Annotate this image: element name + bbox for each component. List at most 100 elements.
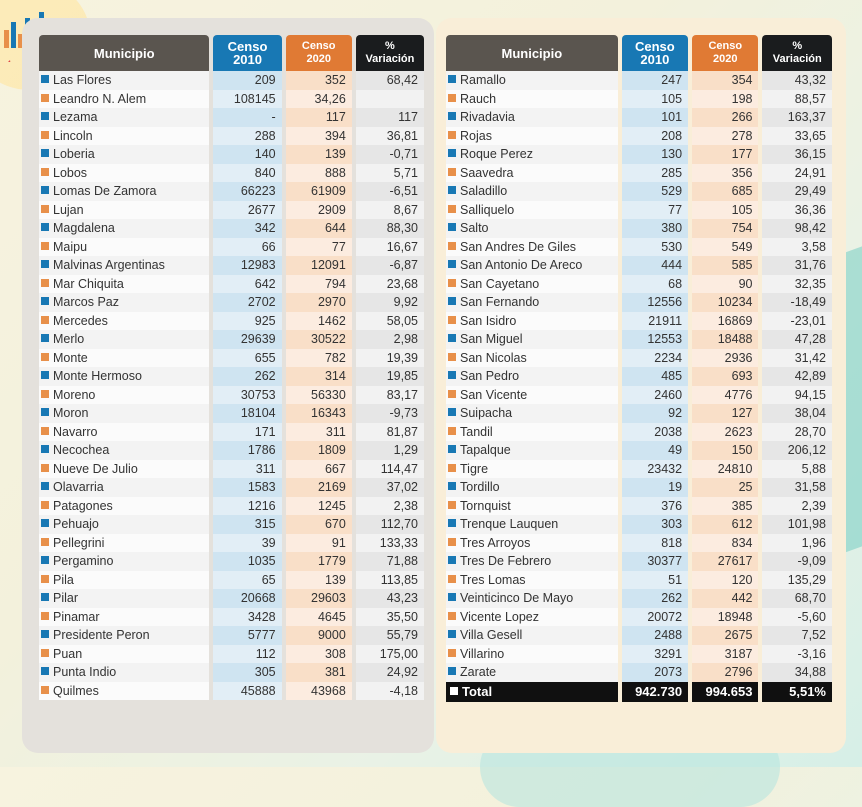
censo-2020-cell: 24810 xyxy=(692,459,759,478)
municipio-name: San Cayetano xyxy=(460,276,540,291)
header-censo-2020: Censo 2020 xyxy=(692,35,759,71)
square-bullet-icon xyxy=(41,593,49,602)
variacion-cell: 43,32 xyxy=(762,71,832,90)
table-row: San Antonio De Areco 444 585 31,76 xyxy=(446,256,832,275)
variacion-cell: 68,42 xyxy=(355,71,424,90)
variacion-cell: -4,18 xyxy=(355,681,424,700)
square-bullet-icon xyxy=(448,556,456,565)
square-bullet-icon xyxy=(448,667,456,676)
municipio-name: Maipu xyxy=(53,239,88,254)
square-bullet-icon xyxy=(41,537,49,546)
municipio-name: Monte xyxy=(53,350,88,365)
municipio-name: Trenque Lauquen xyxy=(460,517,559,532)
table-row: Punta Indio 305 381 24,92 xyxy=(39,663,424,682)
censo-2020-cell: 4645 xyxy=(285,607,352,626)
table-row: Moron 18104 16343 -9,73 xyxy=(39,404,424,423)
square-bullet-icon xyxy=(448,593,456,602)
censo-2010-cell: 112 xyxy=(213,644,282,663)
censo-2020-cell: 1245 xyxy=(285,496,352,515)
municipio-name: Olavarria xyxy=(53,480,104,495)
table-row: Tres De Febrero 30377 27617 -9,09 xyxy=(446,552,832,571)
square-bullet-icon xyxy=(41,130,49,139)
municipio-name: Patagones xyxy=(53,498,113,513)
municipio-cell: San Antonio De Areco xyxy=(446,256,618,275)
municipio-name: Necochea xyxy=(53,443,110,458)
municipio-cell: Monte xyxy=(39,348,210,367)
censo-2010-cell: 1035 xyxy=(213,552,282,571)
table-row: San Fernando 12556 10234 -18,49 xyxy=(446,293,832,312)
variacion-cell: 37,02 xyxy=(355,478,424,497)
censo-2020-cell: 782 xyxy=(285,348,352,367)
census-table-right: Municipio Censo 2010 Censo 2020 % Variación… xyxy=(442,35,836,702)
municipio-name: Punta Indio xyxy=(53,665,117,680)
censo-2020-cell: 61909 xyxy=(285,182,352,201)
municipio-name: San Nicolas xyxy=(460,350,527,365)
square-bullet-icon xyxy=(448,482,456,491)
variacion-cell: 5,88 xyxy=(762,459,832,478)
censo-2020-cell: 2169 xyxy=(285,478,352,497)
table-row: Zarate 2073 2796 34,88 xyxy=(446,663,832,682)
censo-2020-cell: 667 xyxy=(285,459,352,478)
censo-2010-cell: 303 xyxy=(621,515,689,534)
municipio-cell: Merlo xyxy=(39,330,210,349)
square-bullet-icon xyxy=(448,630,456,639)
table-row: Moreno 30753 56330 83,17 xyxy=(39,385,424,404)
municipio-name: Tornquist xyxy=(460,498,511,513)
variacion-cell: 88,30 xyxy=(355,219,424,238)
variacion-cell: -23,01 xyxy=(762,311,832,330)
variacion-cell: 94,15 xyxy=(762,385,832,404)
municipio-cell: San Nicolas xyxy=(446,348,618,367)
square-bullet-icon xyxy=(41,223,49,232)
municipio-name: Pinamar xyxy=(53,609,100,624)
municipio-name: Leandro N. Alem xyxy=(53,91,147,106)
censo-2010-cell: 12553 xyxy=(621,330,689,349)
censo-2020-cell: 30522 xyxy=(285,330,352,349)
square-bullet-icon xyxy=(41,315,49,324)
censo-2010-cell: 19 xyxy=(621,478,689,497)
censo-2020-cell: 693 xyxy=(692,367,759,386)
municipio-cell: Trenque Lauquen xyxy=(446,515,618,534)
table-row: Roque Perez 130 177 36,15 xyxy=(446,145,832,164)
table-row: Tandil 2038 2623 28,70 xyxy=(446,422,832,441)
square-bullet-icon xyxy=(41,278,49,287)
municipio-cell: San Andres De Giles xyxy=(446,237,618,256)
municipio-name: Tres Lomas xyxy=(460,572,526,587)
variacion-cell: 9,92 xyxy=(355,293,424,312)
municipio-cell: Las Flores xyxy=(39,71,210,90)
variacion-cell: 23,68 xyxy=(355,274,424,293)
square-bullet-icon xyxy=(448,241,456,250)
municipio-name: Malvinas Argentinas xyxy=(53,258,165,273)
variacion-cell: 135,29 xyxy=(762,570,832,589)
variacion-cell: -0,71 xyxy=(355,145,424,164)
municipio-name: San Antonio De Areco xyxy=(460,258,583,273)
censo-2020-cell: 308 xyxy=(285,644,352,663)
municipio-cell: Navarro xyxy=(39,422,210,441)
censo-2020-cell: 150 xyxy=(692,441,759,460)
municipio-cell: Roque Perez xyxy=(446,145,618,164)
table-row: Lincoln 288 394 36,81 xyxy=(39,126,424,145)
table-row: Patagones 1216 1245 2,38 xyxy=(39,496,424,515)
table-row: Rojas 208 278 33,65 xyxy=(446,126,832,145)
censo-2020-cell: 91 xyxy=(285,533,352,552)
header-variacion-label: Variación xyxy=(365,53,415,65)
municipio-cell: Villarino xyxy=(446,644,618,663)
square-bullet-icon xyxy=(41,186,49,195)
header-censo-2020: Censo 2020 xyxy=(285,35,352,71)
municipio-cell: Tordillo xyxy=(446,478,618,497)
square-bullet-icon xyxy=(41,556,49,565)
variacion-cell: 35,50 xyxy=(355,607,424,626)
table-row: Lomas De Zamora 66223 61909 -6,51 xyxy=(39,182,424,201)
municipio-name: Marcos Paz xyxy=(53,295,119,310)
table-row: Tordillo 19 25 31,58 xyxy=(446,478,832,497)
censo-2020-cell: 644 xyxy=(285,219,352,238)
table-row: Nueve De Julio 311 667 114,47 xyxy=(39,459,424,478)
municipio-cell: San Vicente xyxy=(446,385,618,404)
censo-2020-cell: 77 xyxy=(285,237,352,256)
municipio-cell: Ramallo xyxy=(446,71,618,90)
municipio-name: San Vicente xyxy=(460,387,528,402)
header-municipio: Municipio xyxy=(39,35,210,71)
square-bullet-icon xyxy=(41,463,49,472)
table-row: Lujan 2677 2909 8,67 xyxy=(39,200,424,219)
censo-2010-cell: 485 xyxy=(621,367,689,386)
censo-2020-cell: 10234 xyxy=(692,293,759,312)
